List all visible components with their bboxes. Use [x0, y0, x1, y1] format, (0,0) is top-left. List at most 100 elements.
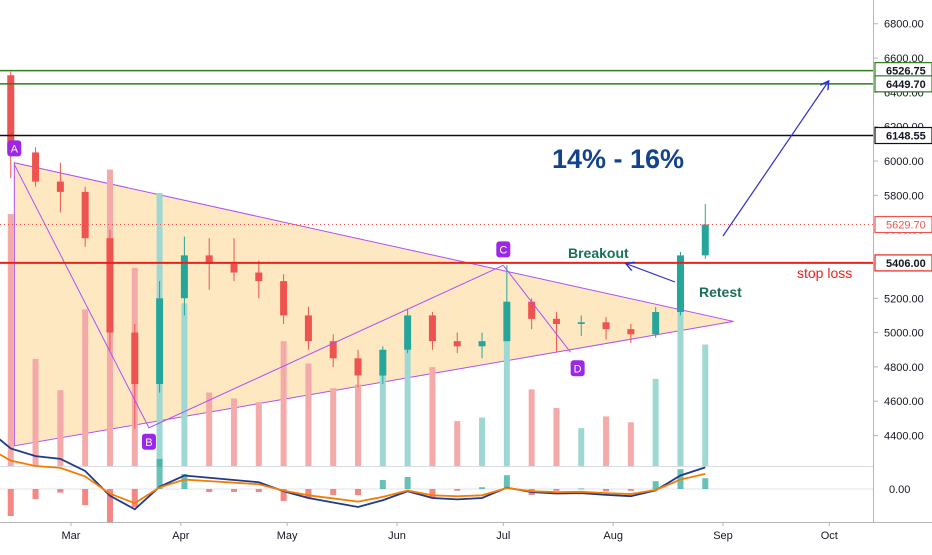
macd-hist-bar — [106, 489, 113, 522]
candle-body — [428, 315, 436, 342]
macd-hist-bar — [255, 489, 262, 492]
volume-bar — [627, 422, 634, 466]
stop-loss-label: stop loss — [797, 265, 852, 281]
candle-body — [528, 301, 536, 319]
pattern-point-marker — [570, 360, 585, 377]
date-tick-label: Jun — [388, 530, 406, 542]
candle-body — [255, 272, 263, 282]
date-tick-label: Sep — [713, 530, 733, 542]
macd-hist-bar — [479, 487, 486, 489]
volume-bar — [330, 388, 337, 466]
candle-body — [478, 341, 486, 347]
price-level-label: 6449.70 — [886, 79, 926, 91]
pattern-point-label: D — [574, 363, 582, 375]
candle-body — [32, 152, 40, 182]
macd-hist-bar — [181, 474, 188, 489]
candle-body — [676, 255, 684, 312]
candle-body — [230, 263, 238, 273]
macd-hist-bar — [156, 459, 163, 489]
volume-bar — [57, 390, 64, 466]
price-tick-label: 4800.00 — [884, 362, 924, 374]
macd-hist-bar — [379, 480, 386, 489]
candle-body — [701, 224, 709, 256]
macd-signal-line — [0, 453, 706, 505]
candles — [7, 71, 709, 429]
macd-hist-bar — [82, 489, 89, 506]
candle-body — [7, 75, 15, 153]
volume-bar — [702, 344, 709, 466]
price-tick-label: 5800.00 — [884, 190, 924, 202]
triangle-pattern — [13, 162, 734, 447]
candle-body — [627, 329, 635, 335]
macd-hist-bar — [355, 489, 362, 495]
volume-bar — [454, 421, 461, 466]
breakout-label: Breakout — [568, 245, 629, 261]
macd-hist-bar — [553, 489, 560, 491]
macd-hist-bar — [702, 478, 709, 489]
price-level-label: 5406.00 — [886, 258, 926, 270]
candle-body — [304, 315, 312, 342]
candle-body — [106, 238, 114, 333]
volume-bar — [355, 384, 362, 466]
macd-hist-bar — [131, 489, 138, 507]
macd-hist-bar — [32, 489, 39, 500]
candle-body — [552, 318, 560, 324]
volume-bar — [255, 402, 262, 466]
price-level-label: 6148.55 — [886, 131, 926, 143]
price-tick-label: 6000.00 — [884, 156, 924, 168]
candle-body — [156, 298, 164, 385]
volume-bar — [603, 416, 610, 466]
macd-hist-bar — [330, 489, 337, 495]
target-arrow — [722, 82, 828, 237]
price-level-tag — [874, 75, 932, 93]
candle-body — [577, 322, 585, 324]
macd-hist-bar — [305, 489, 312, 498]
price-level-label: 6526.75 — [886, 66, 926, 78]
price-tick-label: 4600.00 — [884, 396, 924, 408]
abcd-path — [13, 164, 504, 429]
volume-bar — [503, 312, 510, 466]
candle-body — [379, 349, 387, 376]
price-tick-label: 6600.00 — [884, 53, 924, 65]
date-tick-label: Oct — [821, 530, 838, 542]
macd-hist-bar — [603, 489, 610, 492]
macd-hist-bar — [231, 489, 237, 492]
candle-body — [180, 255, 188, 299]
price-level-tag — [874, 126, 932, 145]
candle-body — [81, 191, 89, 239]
candle-body — [329, 341, 337, 359]
last-price-label: 5629.70 — [886, 220, 926, 232]
pattern-point-marker — [496, 241, 511, 258]
candle-body — [56, 181, 64, 192]
macd-axis-label: 0.00 — [889, 484, 910, 496]
macd-hist-bar — [404, 477, 411, 489]
macd-hist-bar — [7, 489, 14, 516]
volume-bar — [652, 378, 659, 466]
volume-bar — [578, 428, 585, 466]
macd-hist-bar — [280, 489, 287, 501]
price-tick-label: 4400.00 — [884, 431, 924, 443]
macd-hist-bar — [206, 489, 213, 492]
date-tick-label: Aug — [603, 530, 623, 542]
macd-hist-bar — [652, 481, 659, 489]
volume-bar — [677, 286, 684, 466]
candle-body — [205, 255, 213, 264]
pattern-point-label: B — [145, 437, 152, 449]
volume-bar — [404, 344, 411, 466]
candle-body — [280, 281, 288, 316]
macd-hist-bar — [627, 489, 634, 491]
volume-bar — [280, 341, 287, 466]
macd-hist-bar — [503, 475, 510, 489]
pattern-point-label: A — [11, 143, 19, 155]
macd-hist-bar — [454, 489, 461, 491]
abcd-path-cd — [502, 265, 572, 353]
volume-bar — [206, 392, 213, 466]
date-tick-label: Jul — [496, 530, 510, 542]
candle-body — [131, 332, 139, 385]
last-price-tag — [874, 215, 932, 234]
volume-bar — [479, 417, 486, 466]
candle-body — [354, 358, 362, 376]
volume-bar — [429, 367, 436, 466]
